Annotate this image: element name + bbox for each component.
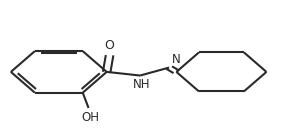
Text: O: O	[105, 39, 114, 52]
Text: N: N	[172, 53, 180, 66]
Text: NH: NH	[133, 78, 150, 91]
Text: OH: OH	[81, 111, 99, 124]
